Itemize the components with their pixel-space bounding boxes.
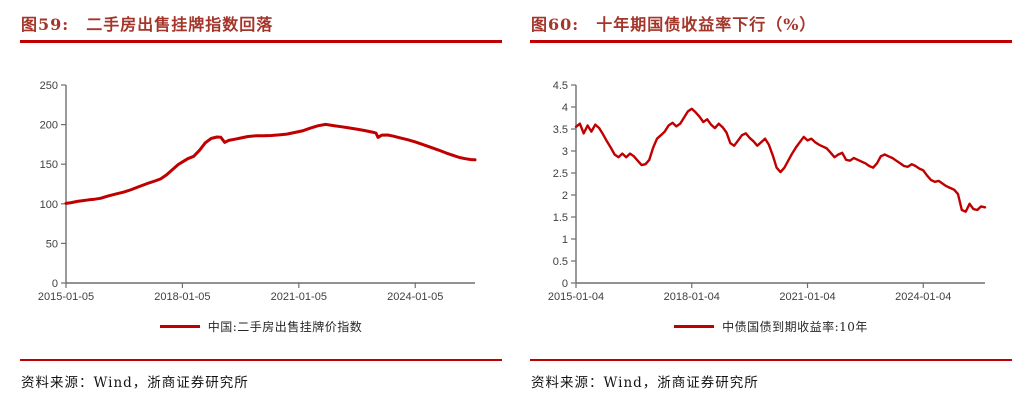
chart-number: 图60: <box>531 15 580 34</box>
y-tick-label: 50 <box>46 238 58 250</box>
legend-line-marker <box>674 325 715 328</box>
line-chart: 0 50 100 150 200 250 2015-01-05 2018-01-05 2021-… <box>38 80 477 303</box>
x-tick-label: 2024-01-04 <box>895 291 951 303</box>
legend-label: 中国:二手房出售挂牌价指数 <box>207 320 363 334</box>
y-tick-label: 3.5 <box>553 124 568 136</box>
title-underline <box>20 40 502 43</box>
x-tick-label: 2024-01-05 <box>387 291 443 303</box>
y-tick-label: 4.5 <box>553 80 568 92</box>
legend-label: 中债国债到期收益率:10年 <box>722 320 868 334</box>
series-line <box>574 107 987 213</box>
y-tick-label: 0 <box>52 278 58 290</box>
y-tick-label: 1.5 <box>553 212 568 224</box>
y-tick-label: 0.5 <box>553 256 568 268</box>
chart-title: 图60: 十年期国债收益率下行（%） <box>531 11 816 35</box>
y-tick-label: 0 <box>562 278 568 290</box>
x-tick-label: 2021-01-04 <box>779 291 835 303</box>
source-divider <box>530 359 1012 361</box>
y-tick-label: 150 <box>40 159 58 171</box>
y-tick-label: 200 <box>40 120 58 132</box>
chart-title: 图59: 二手房出售挂牌指数回落 <box>21 11 273 35</box>
source-divider <box>20 359 502 361</box>
title-underline <box>530 40 1012 43</box>
chart-number: 图59: <box>21 15 70 34</box>
line-chart: 0 0.5 1 1.5 2 2.5 3 3.5 4 4.5 2015-01-04 2018-01-04… <box>548 80 987 303</box>
y-tick-label: 2 <box>562 190 568 202</box>
chart-title-text: 二手房出售挂牌指数回落 <box>86 15 274 34</box>
legend-line-marker <box>159 325 200 328</box>
x-tick-label: 2018-01-04 <box>664 291 720 303</box>
y-tick-label: 4 <box>562 102 568 114</box>
series-line <box>64 122 477 205</box>
y-tick-label: 250 <box>40 80 58 92</box>
y-tick-label: 1 <box>562 234 568 246</box>
chart-title-text: 十年期国债收益率下行（%） <box>596 15 817 34</box>
source-text: 资料来源：Wind，浙商证券研究所 <box>531 375 759 391</box>
y-tick-label: 2.5 <box>553 168 568 180</box>
x-tick-label: 2018-01-05 <box>154 291 210 303</box>
source-text: 资料来源：Wind，浙商证券研究所 <box>21 375 249 391</box>
x-tick-label: 2015-01-04 <box>548 291 604 303</box>
chart-panel-right: 图60: 十年期国债收益率下行（%） 0 0.5 1 1.5 2 2.5 3 3.5 4 4.5 20… <box>530 0 1012 403</box>
x-tick-label: 2015-01-05 <box>38 291 94 303</box>
y-tick-label: 3 <box>562 146 568 158</box>
chart-panel-left: 图59: 二手房出售挂牌指数回落 0 50 100 150 200 250 2015-01-0… <box>20 0 502 403</box>
y-tick-label: 100 <box>40 199 58 211</box>
x-tick-label: 2021-01-05 <box>271 291 327 303</box>
chart-legend: 中国:二手房出售挂牌价指数 <box>20 318 502 335</box>
chart-legend: 中债国债到期收益率:10年 <box>530 318 1012 335</box>
